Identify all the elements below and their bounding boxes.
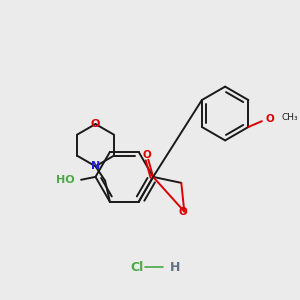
Text: O: O [265, 114, 274, 124]
Text: CH₃: CH₃ [281, 113, 298, 122]
Text: N: N [91, 161, 100, 171]
Text: HO: HO [56, 175, 74, 185]
Text: O: O [91, 119, 100, 129]
Text: O: O [179, 208, 188, 218]
Text: O: O [142, 150, 151, 160]
Text: Cl: Cl [130, 261, 143, 274]
Text: H: H [169, 261, 180, 274]
